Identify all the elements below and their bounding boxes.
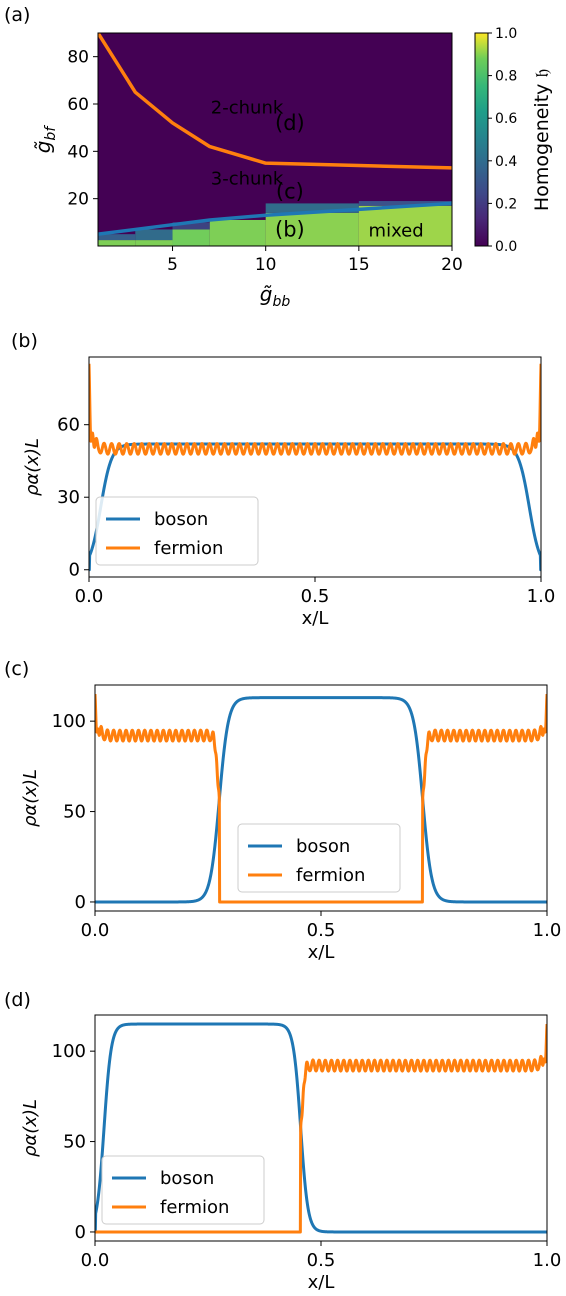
series-lines	[95, 1022, 547, 1234]
colorbar-label: Homogeneity 𝔥	[531, 69, 553, 211]
x-tick-label: 10	[255, 255, 277, 275]
heatmap-cell	[358, 205, 452, 246]
y-axis-label: ρα(x)L	[20, 1099, 41, 1157]
series-line-fermion	[95, 1023, 547, 1234]
x-tick-label: 0.5	[301, 586, 330, 607]
region-label: 2-chunk	[211, 97, 284, 118]
heatmap-xlabel: g̃bb	[260, 282, 291, 310]
heatmap-cell	[265, 203, 359, 213]
panel-label-b: (b)	[11, 330, 38, 352]
series-lines	[89, 363, 541, 572]
y-tick-label: 40	[67, 142, 89, 162]
y-tick-label: 50	[63, 802, 86, 823]
panel-label-a: (a)	[4, 4, 30, 26]
y-tick-label: 100	[52, 711, 86, 732]
panel-b: (b) 0.0 0.5 1.0 0 30 60 x/L ρα(x)L boson fermion	[11, 330, 555, 629]
phase-boundary-lines	[98, 33, 452, 236]
series-lines	[95, 693, 547, 904]
region-label: 3-chunk	[211, 168, 284, 189]
series-line-boson	[95, 1022, 547, 1234]
colorbar-ticks: 0.0 0.2 0.4 0.6 0.8 1.0	[488, 26, 517, 255]
y-tick-label: 100	[52, 1041, 86, 1062]
colorbar-tick-label: 0.8	[495, 69, 517, 85]
heatmap-cells	[98, 201, 452, 246]
point-marker-label: (d)	[275, 111, 305, 135]
density-plot-d: 0.0 0.5 1.0 0 50 100 x/L ρα(x)L boson fermion	[20, 1014, 562, 1293]
heatmap-cell	[172, 222, 210, 230]
x-tick-label: 0.5	[307, 920, 336, 941]
x-tick-label: 20	[441, 255, 463, 275]
heatmap-cell	[135, 229, 173, 241]
y-tick-label: 0	[69, 560, 80, 581]
heatmap-cell	[172, 229, 210, 246]
phase-boundary-line	[98, 201, 452, 236]
x-tick-label: 1.0	[533, 920, 562, 941]
legend-label-boson: boson	[154, 509, 208, 530]
density-plot-c: 0.0 0.5 1.0 0 50 100 x/L ρα(x)L boson fermion	[20, 684, 562, 963]
heatmap-cell	[209, 219, 266, 246]
x-tick-label: 1.0	[527, 586, 556, 607]
legend-label-fermion: fermion	[160, 1197, 229, 1218]
x-tick-label: 1.0	[533, 1250, 562, 1271]
panel-c: (c) 0.0 0.5 1.0 0 50 100 x/L ρα(x)L boson fermion	[4, 658, 561, 963]
panel-label-d: (d)	[4, 989, 31, 1011]
x-tick-label: 0.5	[307, 1250, 336, 1271]
heatmap-frame	[97, 32, 453, 247]
heatmap-cell	[358, 201, 452, 206]
legend-label-boson: boson	[296, 836, 350, 857]
y-tick-label: 30	[57, 487, 80, 508]
y-tick-label: 0	[75, 1222, 86, 1243]
heatmap-cell	[135, 240, 173, 246]
heatmap-cell	[265, 212, 359, 246]
series-line-fermion	[95, 693, 547, 904]
x-tick-label: 15	[348, 255, 370, 275]
y-tick-label: 80	[67, 48, 89, 68]
x-tick-label: 0.0	[81, 920, 110, 941]
heatmap-axes: 5 10 15 20 20 40 60 80	[67, 48, 462, 275]
series-line-boson	[95, 696, 547, 904]
point-marker-label: (c)	[276, 180, 304, 204]
y-axis-label: ρα(x)L	[22, 438, 43, 496]
colorbar-tick-label: 0.0	[495, 239, 517, 255]
series-line-fermion	[89, 363, 541, 456]
y-tick-label: 60	[67, 95, 89, 115]
colorbar-tick-label: 1.0	[495, 26, 517, 42]
heatmap-cell	[98, 234, 136, 241]
y-tick-label: 50	[63, 1132, 86, 1153]
region-labels: 2-chunk 3-chunk mixed (d) (c) (b)	[211, 97, 424, 241]
y-axis-label: ρα(x)L	[20, 769, 41, 827]
x-tick-label: 0.0	[75, 586, 104, 607]
panel-a: (a) 2-chunk 3-chunk mixed (d) (c) (b) 5 10 15 20…	[4, 4, 553, 310]
heatmap-ylabel: g̃bf	[31, 125, 59, 154]
y-tick-label: 0	[75, 892, 86, 913]
point-marker-label: (b)	[275, 218, 305, 242]
legend-label-fermion: fermion	[296, 865, 365, 886]
region-label: mixed	[369, 221, 424, 242]
y-tick-label: 60	[57, 415, 80, 436]
panel-d: (d) 0.0 0.5 1.0 0 50 100 x/L ρα(x)L boson fermion	[4, 989, 561, 1293]
colorbar	[474, 32, 489, 247]
density-plot-b: 0.0 0.5 1.0 0 30 60 x/L ρα(x)L boson fermion	[22, 356, 556, 629]
legend-label-boson: boson	[160, 1168, 214, 1189]
x-axis-label: x/L	[308, 942, 335, 963]
x-axis-label: x/L	[302, 608, 329, 629]
colorbar-tick-label: 0.6	[495, 111, 517, 127]
colorbar-tick-label: 0.2	[495, 196, 517, 212]
y-tick-label: 20	[67, 190, 89, 210]
x-axis-label: x/L	[308, 1272, 335, 1293]
phase-boundary-line	[98, 33, 452, 170]
panel-label-c: (c)	[4, 658, 29, 680]
x-tick-label: 5	[167, 255, 178, 275]
x-tick-label: 0.0	[81, 1250, 110, 1271]
heatmap-cell	[98, 240, 136, 246]
colorbar-tick-label: 0.4	[495, 154, 517, 170]
legend-label-fermion: fermion	[154, 538, 223, 559]
